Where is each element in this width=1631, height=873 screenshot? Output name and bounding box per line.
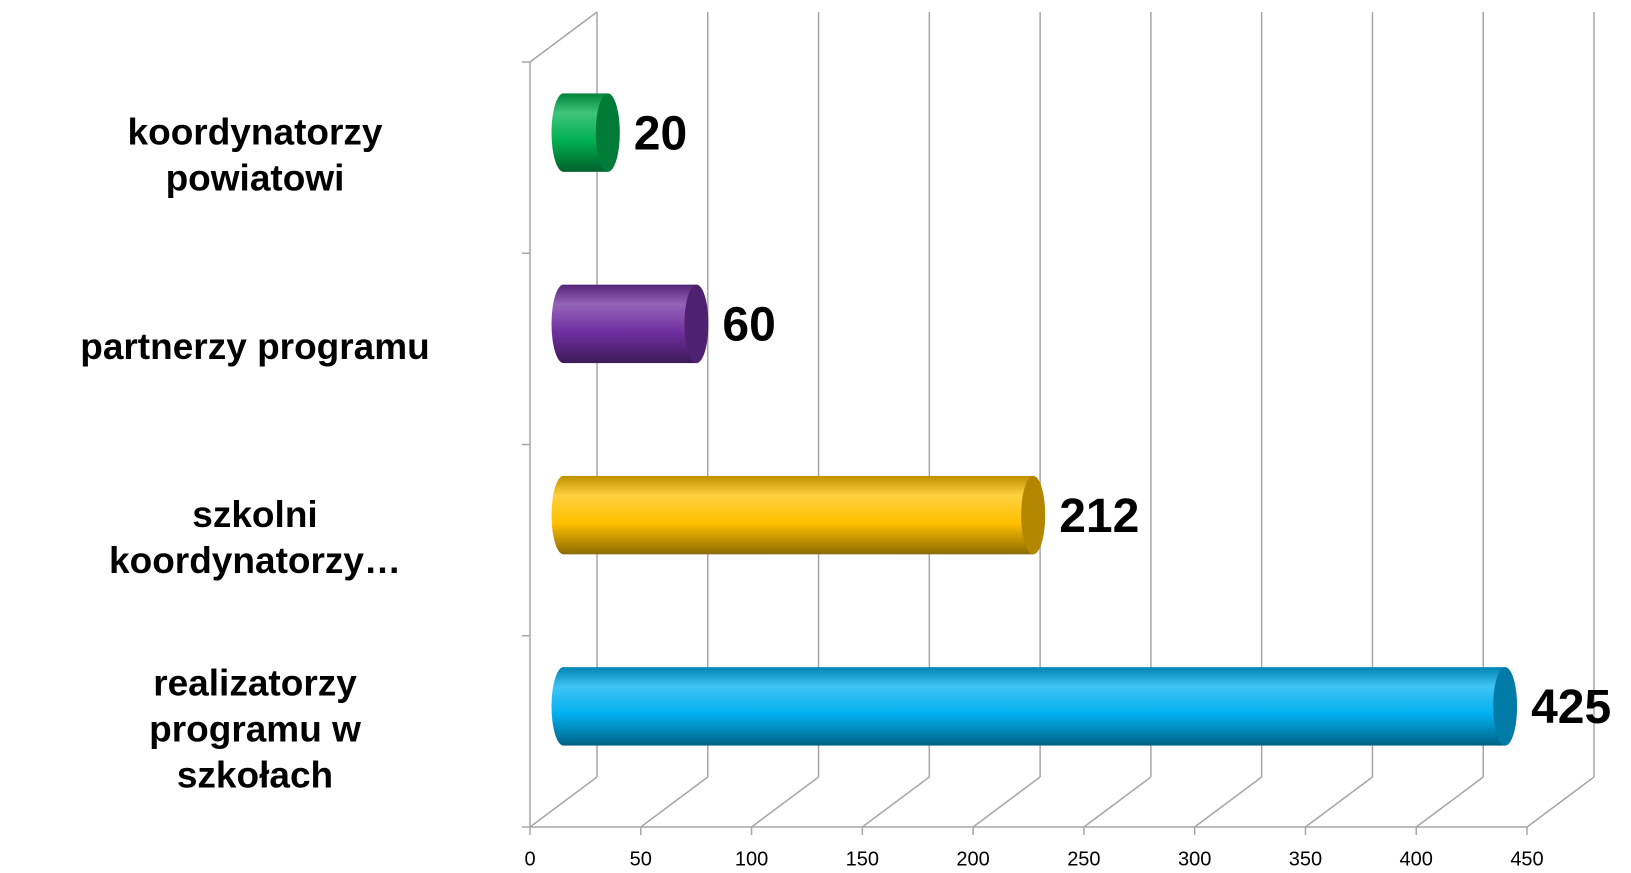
bar-cap: [595, 93, 620, 172]
grid-line: [1526, 776, 1595, 828]
bar: [563, 667, 1506, 746]
data-label: 60: [722, 299, 775, 352]
bar-cap: [1021, 475, 1046, 555]
data-label: 425: [1531, 681, 1611, 734]
x-tick-label: 400: [1400, 848, 1433, 870]
grid-line: [861, 776, 930, 828]
y-tick-label: koordynatorzy powiatowi: [128, 111, 383, 198]
x-tick-label: 450: [1510, 848, 1543, 870]
axis-line: [529, 11, 598, 63]
grid-line: [1415, 776, 1484, 828]
y-tick-label: realizatorzy programu w szkołach: [149, 662, 361, 795]
bar-cap: [684, 284, 709, 364]
x-tick-label: 300: [1178, 848, 1211, 870]
grid-line: [1083, 776, 1152, 828]
grid-line: [640, 776, 709, 828]
grid-line: [529, 776, 598, 828]
grid-line: [972, 776, 1041, 828]
grid-line: [751, 776, 820, 828]
x-tick-label: 200: [956, 848, 989, 870]
x-tick-label: 350: [1289, 848, 1322, 870]
bar: [563, 475, 1034, 555]
x-tick-label: 0: [524, 848, 535, 870]
data-label: 20: [634, 107, 687, 160]
data-label: 212: [1059, 490, 1139, 543]
grid-line: [1194, 776, 1263, 828]
y-tick-label: partnerzy programu: [80, 326, 430, 367]
bar: [563, 284, 697, 364]
bar-cap: [1493, 667, 1518, 746]
x-tick-label: 150: [846, 848, 879, 870]
x-tick-label: 50: [630, 848, 652, 870]
x-tick-label: 100: [735, 848, 768, 870]
x-tick-label: 250: [1067, 848, 1100, 870]
y-tick-label: szkolni koordynatorzy…: [109, 494, 401, 581]
grid-line: [1304, 776, 1373, 828]
